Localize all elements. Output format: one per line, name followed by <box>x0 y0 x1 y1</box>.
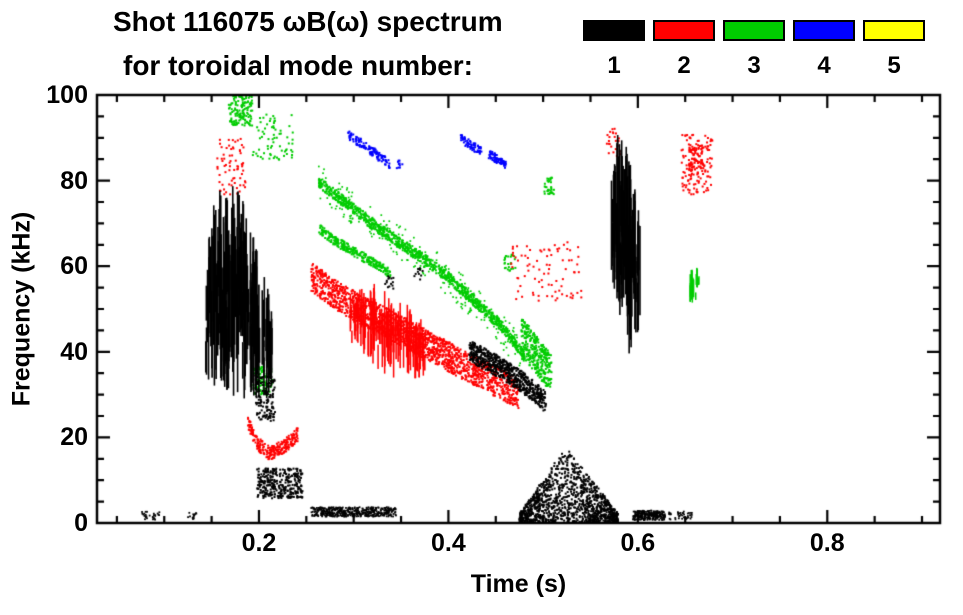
legend-swatch <box>863 20 925 41</box>
legend-item-5: 5 <box>863 20 925 80</box>
x-tick-label: 0.6 <box>620 529 656 557</box>
legend-swatch <box>653 20 715 41</box>
y-tick-label: 40 <box>60 337 88 366</box>
legend-item-2: 2 <box>653 20 715 80</box>
y-tick-label: 0 <box>74 509 88 537</box>
legend-swatch <box>723 20 785 41</box>
legend-item-4: 4 <box>793 20 855 80</box>
legend-item-1: 1 <box>583 20 645 80</box>
y-tick-label: 60 <box>60 252 88 281</box>
x-tick-label: 0.2 <box>241 529 277 557</box>
legend-item-3: 3 <box>723 20 785 80</box>
y-axis-title: Frequency (kHz) <box>7 211 36 407</box>
y-tick-label: 100 <box>46 81 88 109</box>
y-tick-label: 20 <box>60 423 88 452</box>
legend-label: 1 <box>607 52 621 79</box>
legend-swatch <box>793 20 855 41</box>
x-tick-label: 0.4 <box>431 529 466 557</box>
legend-label: 5 <box>887 52 901 79</box>
legend-label: 2 <box>677 52 691 79</box>
chart-title-line2: for toroidal mode number: <box>123 50 473 81</box>
chart-title-line1: Shot 116075 ωB(ω) spectrum <box>113 6 503 37</box>
legend-label: 3 <box>747 52 761 79</box>
x-axis-title: Time (s) <box>470 570 567 598</box>
x-tick-label: 0.8 <box>809 529 845 557</box>
legend-label: 4 <box>817 52 831 79</box>
y-tick-label: 80 <box>60 166 88 195</box>
legend-swatch <box>583 20 645 41</box>
